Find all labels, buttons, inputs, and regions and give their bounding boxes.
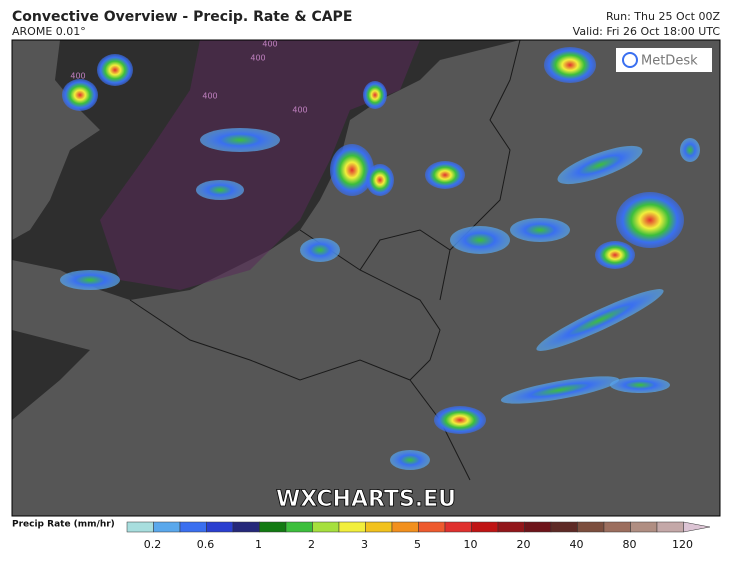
legend-tick-label: 40 [570,538,584,551]
legend-label: Precip Rate (mm/hr) [12,520,115,530]
watermark: WXCHARTS.EU [276,487,456,512]
logo: MetDesk [641,54,698,69]
cape-area [100,40,420,290]
legend-swatch [603,521,631,533]
legend-swatch [391,521,419,533]
legend-tick-label: 120 [672,538,693,551]
contour-label: 400 [262,40,277,49]
land-uk [12,40,100,240]
legend-swatch [312,521,340,533]
legend-tick-label: 3 [361,538,368,551]
legend-tick-label: 80 [623,538,637,551]
legend-swatch [577,521,605,533]
contour-label: 400 [70,72,85,81]
legend-swatch [206,521,234,533]
legend-tick-label: 2 [308,538,315,551]
legend-swatch [444,521,472,533]
run: Run: Thu 25 Oct 00Z [606,10,720,23]
precip-cells [60,47,700,470]
valid: Valid: Fri 26 Oct 18:00 UTC [573,25,721,38]
legend-swatch [656,521,684,533]
title: Convective Overview - Precip. Rate & CAP… [12,9,352,25]
logo-box [616,48,712,72]
map-frame [11,39,721,517]
legend-tick-label: 20 [517,538,531,551]
model: AROME 0.01° [12,25,86,38]
legend-swatch [683,521,711,533]
legend-swatch [153,521,181,533]
legend-swatch [179,521,207,533]
legend-tick-label: 10 [464,538,478,551]
legend-swatch [418,521,446,533]
map: 400 400 400 400 400 MetDesk WXCHARTS.EU [11,39,721,517]
logo-icon [622,52,638,68]
legend-swatch [550,521,578,533]
contour-label: 400 [250,54,265,63]
legend-swatch [232,521,260,533]
legend-swatch [497,521,525,533]
legend-swatch [630,521,658,533]
legend-swatch [524,521,552,533]
legend-swatch [338,521,366,533]
contour-label: 400 [202,92,217,101]
legend: 0.2 0.6 1 2 3 5 10 20 40 80 120 [126,521,711,551]
legend-swatch [365,521,393,533]
legend-tick-label: 1 [255,538,262,551]
legend-swatch [285,521,313,533]
legend-tick-label: 0.6 [197,538,215,551]
legend-swatch [259,521,287,533]
legend-swatch [126,521,154,533]
legend-tick-label: 0.2 [144,538,162,551]
legend-tick-label: 5 [414,538,421,551]
contour-label: 400 [292,106,307,115]
legend-swatch [471,521,499,533]
